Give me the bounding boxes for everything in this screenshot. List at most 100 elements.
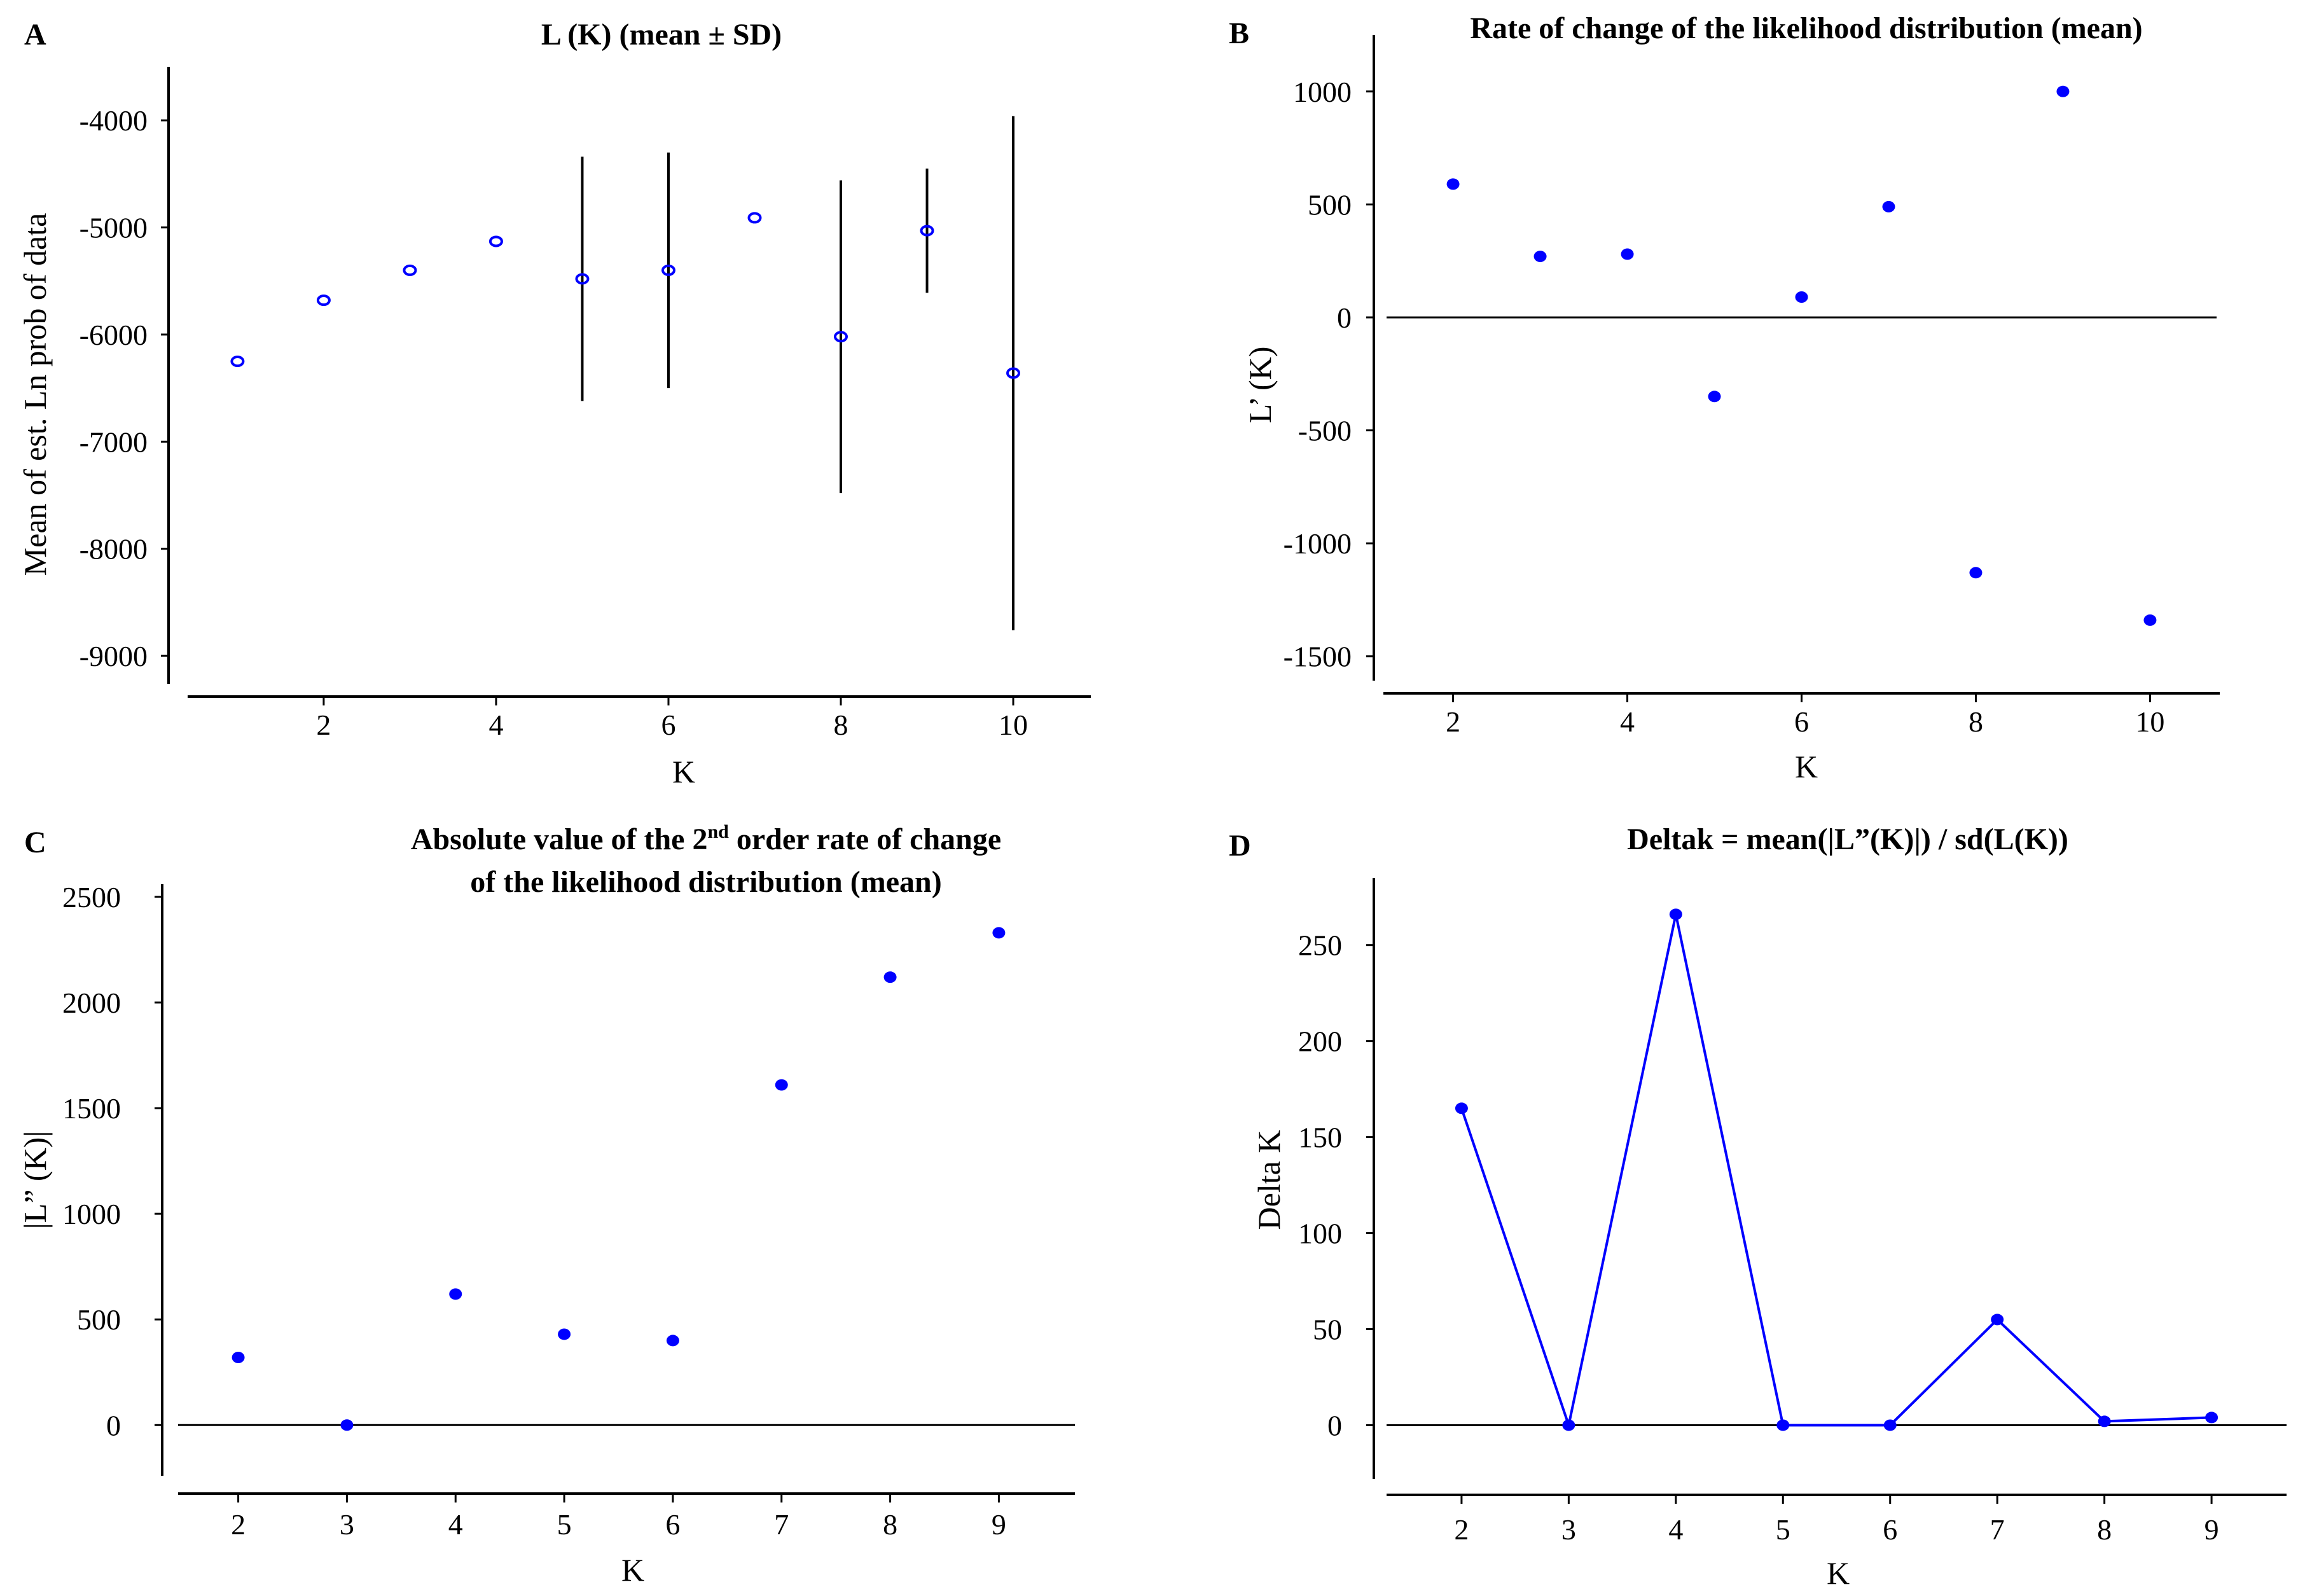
panel-b-y-tick-label: -500 <box>1298 415 1352 447</box>
panel-b-ylabel: L’ (K) <box>1242 347 1278 424</box>
panel-a-x-tick-label: 8 <box>834 709 848 741</box>
panel-c-data-point <box>992 927 1006 939</box>
panel-d-x-tick-label: 4 <box>1668 1513 1683 1546</box>
panel-a-x-tick-label: 10 <box>999 709 1028 741</box>
panel-a-data-point <box>316 295 331 307</box>
panel-b-data-point <box>1708 391 1721 403</box>
panel-a-y-tick-label: -6000 <box>80 319 148 351</box>
panel-b-x-tick-label: 6 <box>1794 705 1809 738</box>
panel-b-data-point <box>1533 251 1547 263</box>
panel-a-y-tick-label: -4000 <box>80 104 148 137</box>
panel-letter-a: A <box>24 18 46 52</box>
panel-b-x-tick-label: 2 <box>1446 705 1460 738</box>
panel-a-x-tick-label: 6 <box>661 709 675 741</box>
panel-b-y-tick-label: -1000 <box>1284 527 1352 560</box>
panel-letter-b: B <box>1229 17 1249 50</box>
panel-c-x-tick-label: 9 <box>992 1508 1006 1541</box>
panel-c-ylabel: |L” (K)| <box>17 1131 53 1230</box>
panel-a-ylabel: Mean of est. Ln prob of data <box>17 213 53 576</box>
panel-b-data-point <box>1969 567 1983 579</box>
panel-c-y-tick-label: 0 <box>106 1409 121 1441</box>
panel-b-data-point <box>1446 178 1460 190</box>
panel-a-data-point <box>488 235 503 247</box>
panel-d-y-tick-label: 150 <box>1298 1121 1342 1154</box>
panel-a-data-point <box>920 225 934 237</box>
panel-b-xlabel: K <box>1795 749 1818 784</box>
panel-c-title-part-2: order rate of change <box>729 822 1001 856</box>
panel-d-y-tick-label: 250 <box>1298 929 1342 962</box>
panel-d-x-tick-label: 9 <box>2205 1513 2219 1546</box>
panel-c-data-point <box>340 1419 354 1431</box>
panel-b-data-point <box>1795 291 1808 303</box>
panel-d-series-line <box>1460 913 2212 1431</box>
panel-c-title-line-2: of the likelihood distribution (mean) <box>470 865 941 899</box>
panel-a-y-tick-label: -8000 <box>80 533 148 566</box>
panel-d-x-tick-label: 2 <box>1454 1513 1469 1546</box>
panel-a-data-point <box>1006 367 1021 379</box>
panel-a-y-tick-label: -7000 <box>80 426 148 458</box>
panel-b-data-point <box>1621 248 1634 260</box>
panel-b-data-point <box>2056 85 2070 97</box>
panel-a-data-point <box>834 331 848 343</box>
panel-c-y-tick-label: 1000 <box>62 1198 121 1230</box>
panel-c-data-point <box>558 1328 571 1340</box>
panel-d-x-tick-label: 3 <box>1561 1513 1576 1546</box>
panel-c-data-point <box>883 971 897 983</box>
panel-b-x-tick-label: 4 <box>1620 705 1635 738</box>
panel-b-y-tick-label: -1500 <box>1284 641 1352 673</box>
panel-a-x-tick-label: 2 <box>316 709 331 741</box>
panel-d-data-point <box>1776 1419 1790 1431</box>
panel-d-data-point <box>2205 1412 2218 1424</box>
panel-a-data-point <box>403 264 417 276</box>
panel-c-title-part-1: Absolute value of the 2 <box>411 822 708 856</box>
panel-d-data-point <box>1562 1419 1575 1431</box>
panel-c-xlabel: K <box>621 1552 644 1588</box>
panel-c-y-tick-label: 2000 <box>62 987 121 1019</box>
panel-a-data-point <box>575 273 590 285</box>
panel-d-x-tick-label: 5 <box>1776 1513 1790 1546</box>
panel-a-y-tick-label: -5000 <box>80 212 148 244</box>
panel-b-data-point <box>1882 200 1895 212</box>
panel-c-x-tick-label: 2 <box>231 1508 246 1541</box>
panel-c-y-tick-label: 1500 <box>62 1092 121 1125</box>
panel-c-title-line-1: Absolute value of the 2nd order rate of … <box>411 821 1001 856</box>
panel-d-y-tick-label: 200 <box>1298 1025 1342 1058</box>
panel-b-x-tick-label: 8 <box>1969 705 1983 738</box>
panel-a-x-tick-label: 4 <box>488 709 503 741</box>
panel-a-data-point <box>747 212 762 224</box>
panel-b-x-tick-label: 10 <box>2135 705 2164 738</box>
panel-d-data-point <box>1455 1102 1468 1114</box>
panel-c-y-tick-label: 500 <box>77 1303 121 1336</box>
panel-a-y-tick-label: -9000 <box>80 640 148 672</box>
panel-c-x-tick-label: 6 <box>665 1508 680 1541</box>
panel-d-data-point <box>1883 1419 1897 1431</box>
panel-a-data-point <box>230 356 245 368</box>
panel-b-title: Rate of change of the likelihood distrib… <box>1470 11 2142 45</box>
panel-b-data-point <box>2143 614 2157 626</box>
panel-d-x-tick-label: 7 <box>1990 1513 2005 1546</box>
panel-b: B Rate of change of the likelihood distr… <box>1229 11 2220 784</box>
panel-a-xlabel: K <box>672 754 695 789</box>
panel-d-y-tick-label: 0 <box>1327 1409 1342 1441</box>
panel-a-title: L (K) (mean ± SD) <box>541 18 782 52</box>
panel-d-y-tick-label: 100 <box>1298 1218 1342 1250</box>
panel-c-title-superscript: nd <box>707 821 729 842</box>
panel-d-y-tick-label: 50 <box>1313 1314 1342 1346</box>
panel-a: A L (K) (mean ± SD) K Mean of est. Ln pr… <box>17 18 1091 789</box>
panel-d-x-tick-label: 8 <box>2097 1513 2112 1546</box>
panel-letter-c: C <box>24 826 46 859</box>
panel-c-x-tick-label: 7 <box>774 1508 789 1541</box>
panel-b-y-tick-label: 1000 <box>1293 76 1352 108</box>
panel-d-title: Deltak = mean(|L”(K)|) / sd(L(K)) <box>1627 822 2068 856</box>
panel-c-x-tick-label: 5 <box>557 1508 572 1541</box>
panel-d-ylabel: Delta K <box>1251 1130 1287 1230</box>
panel-d: D Deltak = mean(|L”(K)|) / sd(L(K)) K De… <box>1229 822 2287 1591</box>
panel-c-x-tick-label: 8 <box>883 1508 897 1541</box>
panel-a-data-point <box>661 264 675 276</box>
panel-c-data-point <box>666 1335 679 1347</box>
panel-c-x-tick-label: 4 <box>448 1508 463 1541</box>
panel-d-data-point <box>1991 1314 2004 1326</box>
panel-c-x-tick-label: 3 <box>340 1508 354 1541</box>
panel-b-y-tick-label: 500 <box>1308 188 1352 221</box>
